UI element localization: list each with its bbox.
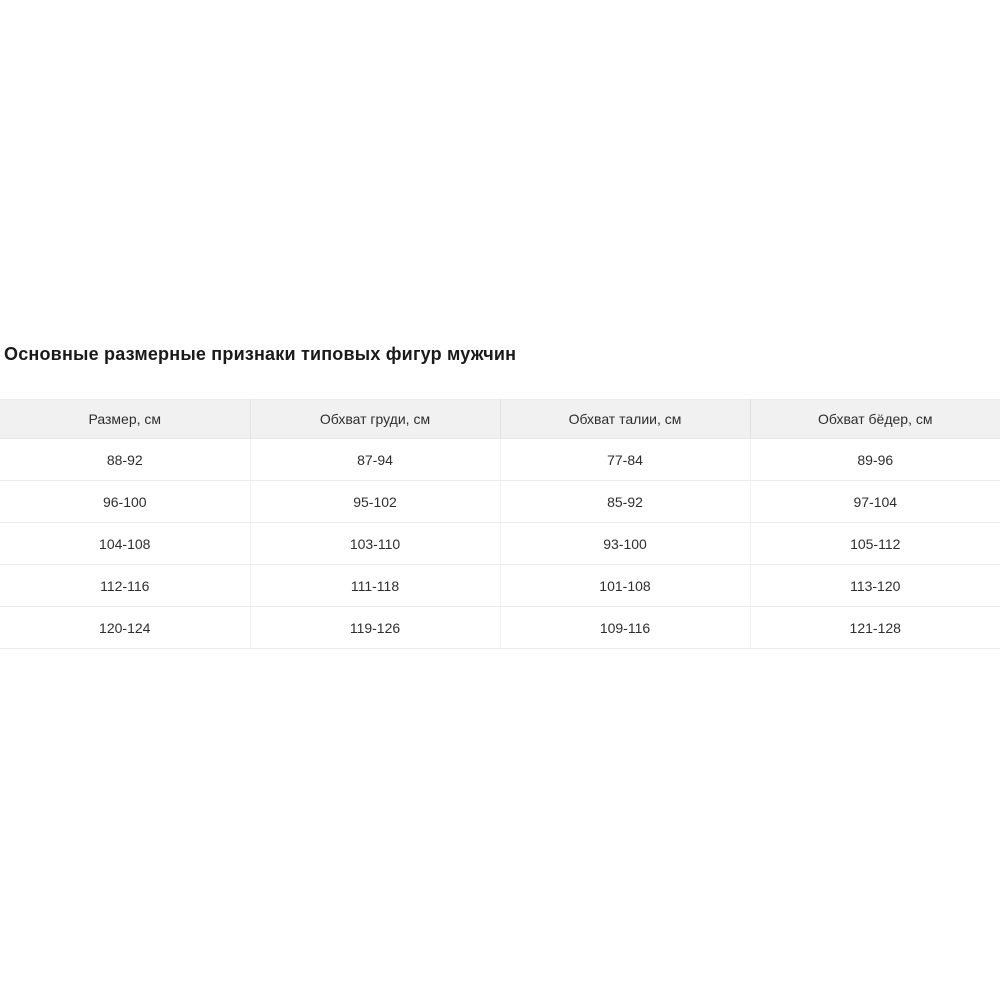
table-cell: 105-112 bbox=[750, 522, 1000, 565]
table-cell: 87-94 bbox=[250, 438, 501, 481]
table-cell: 120-124 bbox=[0, 606, 251, 649]
table-cell: 85-92 bbox=[500, 480, 751, 523]
column-header: Размер, см bbox=[0, 399, 251, 439]
table-cell: 77-84 bbox=[500, 438, 751, 481]
table-cell: 109-116 bbox=[500, 606, 751, 649]
table-cell: 88-92 bbox=[0, 438, 251, 481]
table-row: 88-92 87-94 77-84 89-96 bbox=[0, 438, 1000, 481]
table-cell: 112-116 bbox=[0, 564, 251, 607]
table-cell: 93-100 bbox=[500, 522, 751, 565]
column-header: Обхват бёдер, см bbox=[750, 399, 1000, 439]
table-header-row: Размер, см Обхват груди, см Обхват талии, … bbox=[0, 399, 1000, 439]
table-body: 88-92 87-94 77-84 89-96 96-100 95-102 85-92 97-… bbox=[0, 438, 1000, 649]
table-row: 112-116 111-118 101-108 113-120 bbox=[0, 564, 1000, 607]
size-chart-table: Размер, см Обхват груди, см Обхват талии, … bbox=[0, 399, 1000, 649]
table-cell: 101-108 bbox=[500, 564, 751, 607]
table-cell: 104-108 bbox=[0, 522, 251, 565]
table-cell: 96-100 bbox=[0, 480, 251, 523]
table-head: Размер, см Обхват груди, см Обхват талии, … bbox=[0, 399, 1000, 439]
page-title: Основные размерные признаки типовых фигу… bbox=[4, 344, 517, 364]
table-cell: 89-96 bbox=[750, 438, 1000, 481]
table-cell: 103-110 bbox=[250, 522, 501, 565]
table-cell: 95-102 bbox=[250, 480, 501, 523]
table-row: 96-100 95-102 85-92 97-104 bbox=[0, 480, 1000, 523]
table-cell: 113-120 bbox=[750, 564, 1000, 607]
table-cell: 97-104 bbox=[750, 480, 1000, 523]
column-header: Обхват талии, см bbox=[500, 399, 751, 439]
table-cell: 119-126 bbox=[250, 606, 501, 649]
table-row: 104-108 103-110 93-100 105-112 bbox=[0, 522, 1000, 565]
column-header: Обхват груди, см bbox=[250, 399, 501, 439]
table-cell: 111-118 bbox=[250, 564, 501, 607]
table-cell: 121-128 bbox=[750, 606, 1000, 649]
table-row: 120-124 119-126 109-116 121-128 bbox=[0, 606, 1000, 649]
